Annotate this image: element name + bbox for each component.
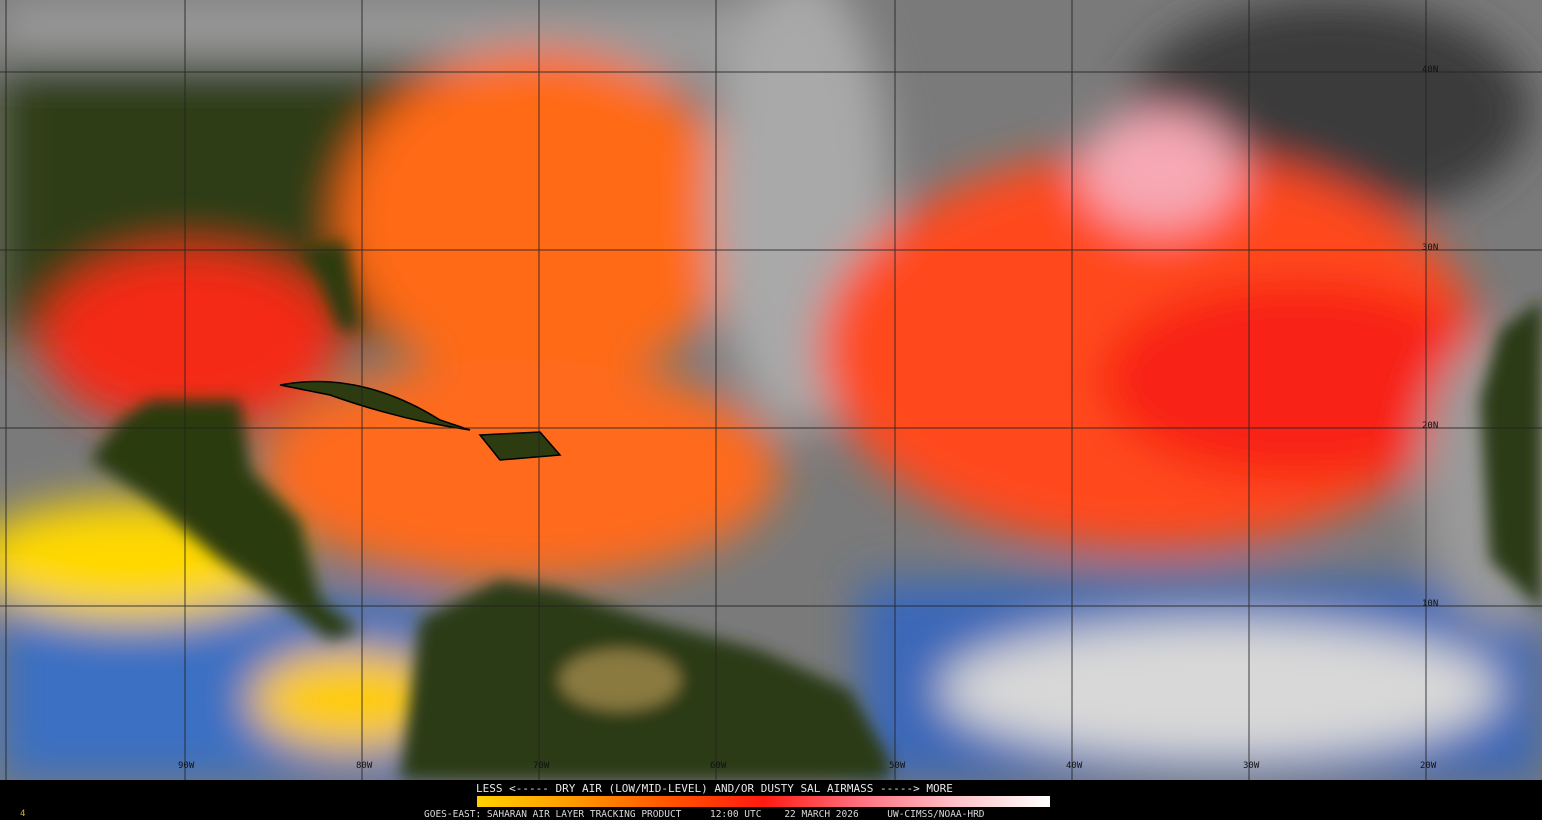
legend-title: LESS <----- DRY AIR (LOW/MID-LEVEL) AND/… xyxy=(476,782,953,795)
satellite-map xyxy=(0,0,1542,780)
cloud-white xyxy=(940,620,1500,760)
yellow-band-2 xyxy=(250,650,450,750)
lon-label: 20W xyxy=(1420,761,1437,771)
lon-label: 80W xyxy=(356,761,373,771)
lat-label: 20N xyxy=(1422,421,1439,431)
lat-label: 30N xyxy=(1422,243,1439,253)
sal-red xyxy=(1100,280,1500,480)
lon-label: 60W xyxy=(710,761,727,771)
graticule xyxy=(0,0,1542,780)
caribbean-orange xyxy=(260,360,780,580)
hispaniola xyxy=(478,431,562,461)
atlantic-orange xyxy=(340,50,740,390)
land-florida xyxy=(300,240,360,330)
gulf-red xyxy=(40,250,340,430)
lat-label: 10N xyxy=(1422,599,1439,609)
corner-mark: 4 xyxy=(20,809,26,819)
cuba xyxy=(279,380,471,431)
land-africa xyxy=(1480,300,1542,610)
lon-label: 90W xyxy=(178,761,195,771)
land-central-america xyxy=(90,400,360,640)
land-tan xyxy=(560,650,680,710)
colorbar xyxy=(477,796,1050,807)
lon-label: 70W xyxy=(533,761,550,771)
sal-pink xyxy=(1080,110,1240,230)
lon-label: 40W xyxy=(1066,761,1083,771)
product-footer: GOES-EAST: SAHARAN AIR LAYER TRACKING PR… xyxy=(424,809,985,820)
lon-label: 50W xyxy=(889,761,906,771)
lon-label: 30W xyxy=(1243,761,1260,771)
lat-label: 40N xyxy=(1422,65,1439,75)
